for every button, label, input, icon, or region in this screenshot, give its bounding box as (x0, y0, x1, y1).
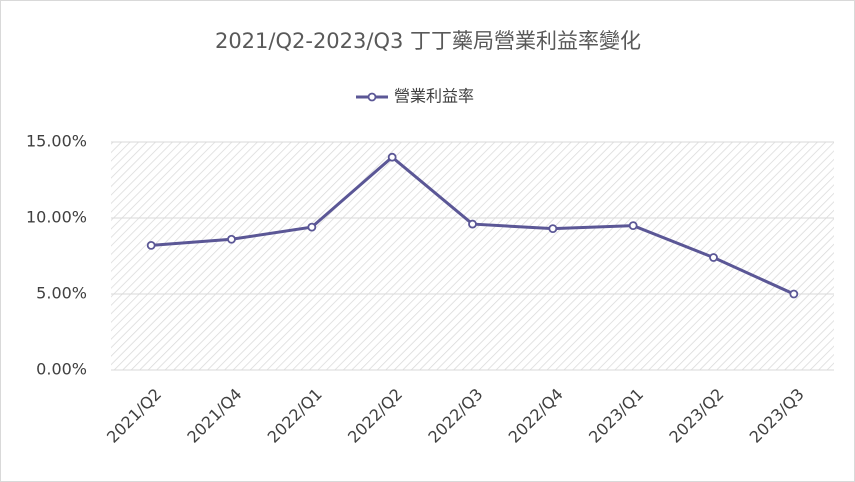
marker (789, 289, 799, 299)
marker (709, 253, 718, 262)
chart-title: 2021/Q2-2023/Q3 丁丁藥局營業利益率變化 (215, 29, 641, 53)
y-tick-label: 15.00% (26, 132, 87, 151)
marker (307, 222, 317, 232)
marker (227, 234, 236, 244)
legend-label: 營業利益率 (394, 87, 474, 106)
y-tick-label: 10.00% (26, 208, 87, 227)
marker (387, 152, 397, 162)
legend-marker (367, 92, 377, 102)
marker (468, 219, 477, 229)
y-tick-label: 0.00% (36, 360, 87, 379)
marker (548, 224, 558, 234)
plot-area (111, 142, 834, 370)
marker (146, 240, 156, 250)
y-tick-label: 5.00% (36, 284, 87, 303)
marker (628, 221, 638, 231)
